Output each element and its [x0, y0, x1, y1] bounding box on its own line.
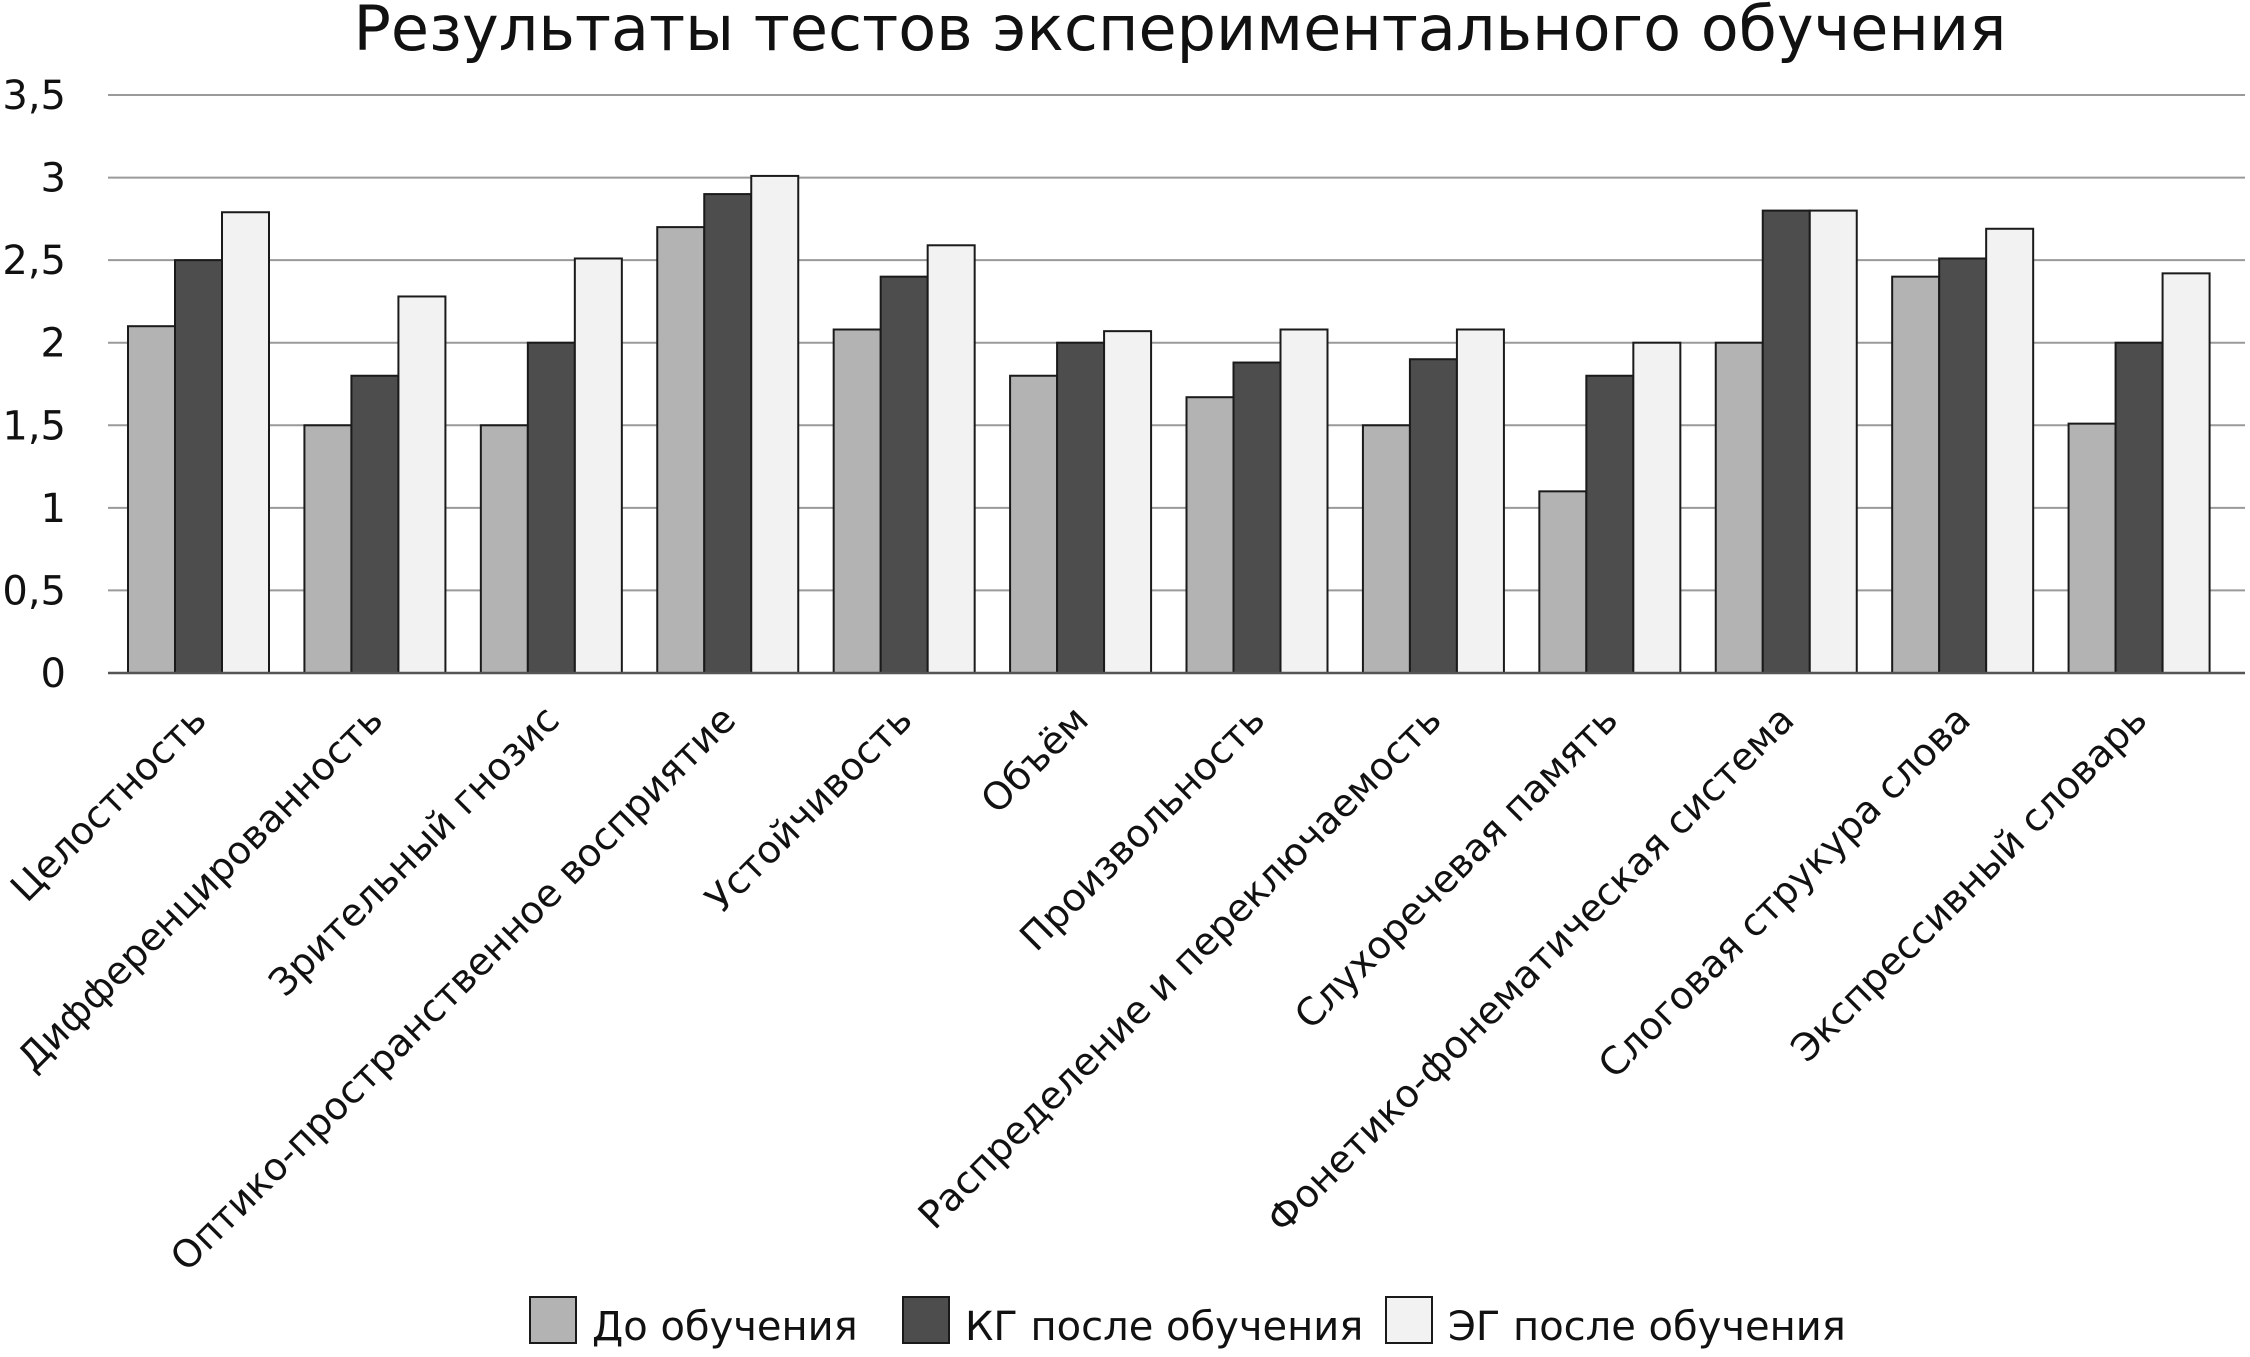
- bar: [750, 174, 800, 674]
- bar: [1408, 358, 1458, 674]
- bar: [1761, 209, 1811, 674]
- bar: [703, 193, 753, 674]
- legend-swatch: [902, 1296, 950, 1344]
- x-tick-label: Объём: [972, 697, 1097, 822]
- y-axis-ticks: 0 0,5 1 1,5 2 2,5 3 3,5: [2, 73, 66, 697]
- bar: [1714, 341, 1764, 674]
- bar: [1056, 341, 1106, 674]
- bar: [832, 328, 882, 674]
- bar: [350, 374, 400, 674]
- bar: [1985, 227, 2035, 674]
- x-tick-label: Экспрессивный словарь: [1782, 697, 2155, 1070]
- bar: [1009, 374, 1059, 674]
- bar: [174, 259, 223, 674]
- bar: [127, 325, 176, 674]
- y-tick-label: 1,5: [2, 403, 66, 449]
- x-tick-label: Слухоречевая память: [1286, 697, 1626, 1037]
- bar: [221, 211, 270, 674]
- bar: [879, 275, 929, 674]
- bar: [397, 295, 447, 674]
- y-tick-label: 0: [41, 651, 66, 697]
- y-tick-label: 2: [41, 321, 66, 367]
- chart-title: Результаты тестов экспериментального обу…: [354, 0, 2007, 65]
- bars: [127, 174, 2211, 675]
- bar: [1185, 396, 1235, 674]
- bar: [479, 424, 529, 674]
- bar: [1361, 424, 1411, 674]
- bar: [1103, 330, 1153, 674]
- x-tick-label: Зрительный гнозис: [260, 697, 567, 1004]
- x-tick-label: Дифференцированность: [9, 697, 392, 1080]
- bar: [656, 226, 706, 674]
- y-tick-label: 3,5: [2, 73, 66, 119]
- bar: [303, 424, 353, 674]
- legend: До обучения КГ после обучения ЭГ после обу…: [529, 1296, 1846, 1350]
- bar: [1808, 209, 1858, 674]
- y-tick-label: 2,5: [2, 238, 66, 284]
- bar: [926, 244, 976, 674]
- bar: [1632, 341, 1682, 674]
- legend-swatch: [529, 1296, 577, 1344]
- bar: [1279, 328, 1329, 674]
- bar: [1585, 374, 1635, 674]
- bar: [1232, 361, 1282, 674]
- bar: [1455, 328, 1505, 674]
- x-axis-category-labels: ЦелостностьДифференцированностьЗрительны…: [2, 697, 2155, 1279]
- y-tick-label: 3: [41, 156, 66, 202]
- bar: [2161, 272, 2211, 674]
- legend-label: До обучения: [592, 1304, 858, 1350]
- bar: [1891, 275, 1941, 674]
- y-tick-label: 0,5: [2, 568, 66, 614]
- bar: [573, 257, 623, 674]
- gridlines: [108, 94, 2245, 592]
- legend-swatch: [1385, 1296, 1433, 1344]
- bar: [1938, 257, 1988, 674]
- bar: [2067, 422, 2117, 674]
- legend-label: КГ после обучения: [965, 1304, 1363, 1350]
- legend-label: ЭГ после обучения: [1448, 1304, 1846, 1350]
- y-tick-label: 1: [41, 486, 66, 532]
- bar: [1538, 490, 1588, 675]
- x-tick-label: Слоговая струкура слова: [1590, 697, 1979, 1086]
- bar: [526, 341, 576, 674]
- bar: [2114, 341, 2164, 674]
